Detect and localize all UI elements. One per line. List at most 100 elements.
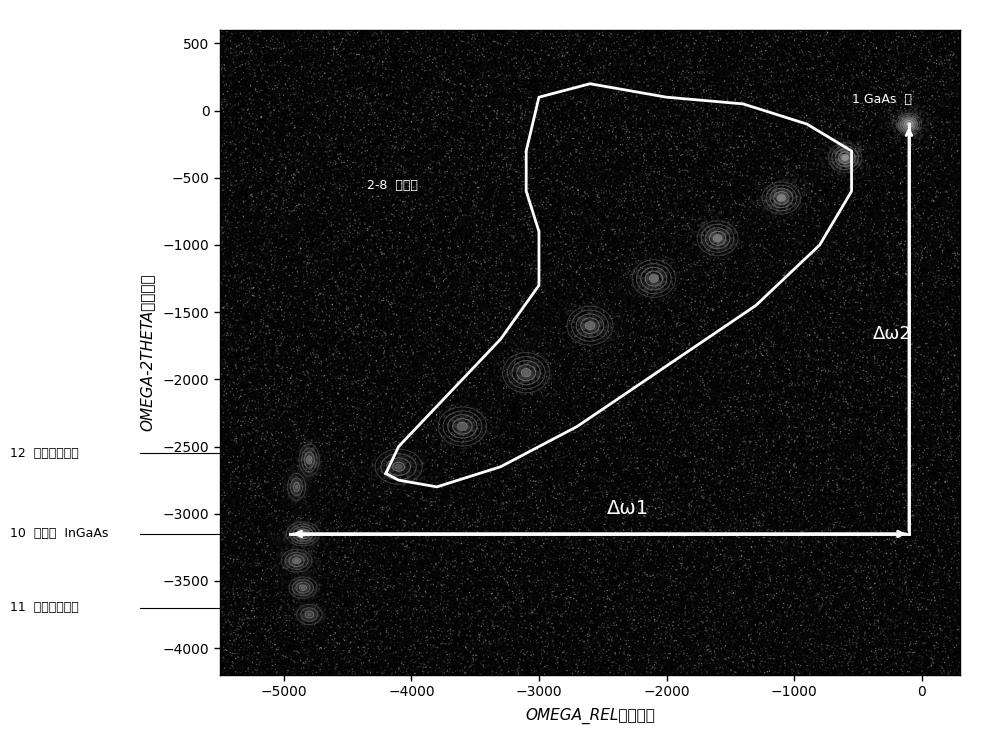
Point	[605, 202, 621, 214]
Point	[689, 568, 705, 580]
Point	[934, 192, 950, 204]
Point	[485, 446, 501, 458]
Point	[886, 317, 902, 329]
Point	[705, 634, 721, 646]
Point	[632, 517, 648, 529]
Point	[453, 164, 469, 176]
Point	[233, 390, 249, 402]
Point	[277, 152, 293, 164]
Point	[921, 506, 937, 518]
Point	[901, 528, 917, 540]
Point	[348, 301, 364, 313]
Point	[668, 385, 684, 397]
Point	[685, 245, 701, 257]
Point	[595, 182, 611, 194]
Point	[331, 238, 347, 250]
Point	[861, 637, 877, 649]
Point	[473, 294, 489, 306]
Point	[673, 41, 689, 53]
Point	[912, 500, 928, 512]
Point	[688, 230, 704, 242]
Point	[692, 491, 708, 503]
Point	[713, 222, 729, 234]
Point	[722, 612, 738, 624]
Point	[910, 362, 926, 374]
Point	[667, 502, 683, 514]
Point	[837, 107, 853, 119]
Point	[506, 566, 522, 578]
Point	[738, 134, 754, 146]
Point	[686, 356, 702, 368]
Point	[231, 227, 247, 239]
Point	[829, 147, 845, 159]
Point	[611, 164, 627, 176]
Point	[460, 659, 476, 671]
Point	[603, 503, 619, 515]
Point	[355, 160, 371, 172]
Point	[352, 559, 368, 571]
Point	[870, 229, 886, 241]
Point	[335, 573, 351, 585]
Point	[323, 185, 339, 197]
Point	[266, 599, 282, 611]
Point	[239, 326, 255, 338]
Point	[887, 309, 903, 321]
Point	[289, 399, 305, 411]
Point	[234, 206, 250, 218]
Point	[852, 496, 868, 508]
Point	[470, 439, 486, 451]
Point	[760, 570, 776, 582]
Point	[899, 256, 915, 268]
Point	[532, 170, 548, 182]
Point	[260, 301, 276, 313]
Point	[295, 590, 311, 602]
Point	[725, 581, 741, 593]
Point	[597, 598, 613, 610]
Point	[728, 561, 744, 573]
Point	[406, 116, 422, 128]
Point	[426, 60, 442, 72]
Point	[305, 492, 321, 504]
Point	[330, 252, 346, 264]
Point	[617, 349, 633, 361]
Point	[288, 628, 304, 640]
Point	[290, 542, 306, 554]
Point	[500, 488, 516, 500]
Point	[244, 298, 260, 310]
Point	[573, 294, 589, 306]
Point	[742, 37, 758, 49]
Point	[665, 592, 681, 604]
Point	[465, 481, 481, 493]
Point	[442, 370, 458, 382]
Point	[523, 282, 539, 294]
Point	[502, 184, 518, 196]
Point	[900, 140, 916, 152]
Point	[588, 662, 604, 674]
Point	[950, 515, 966, 527]
Point	[223, 652, 239, 664]
Point	[932, 490, 948, 502]
Point	[574, 560, 590, 572]
Point	[714, 100, 730, 112]
Point	[657, 272, 673, 284]
Point	[860, 376, 876, 388]
Point	[316, 262, 332, 274]
Point	[643, 148, 659, 160]
Point	[500, 104, 516, 116]
Point	[649, 46, 665, 58]
Point	[531, 284, 547, 296]
Point	[834, 444, 850, 456]
Point	[683, 223, 699, 235]
Point	[404, 106, 420, 118]
Point	[867, 374, 883, 386]
Point	[658, 380, 674, 392]
Point	[414, 267, 430, 279]
Point	[395, 440, 411, 452]
Point	[900, 255, 916, 267]
Point	[792, 196, 808, 208]
Point	[865, 505, 881, 517]
Point	[845, 252, 861, 264]
Point	[298, 24, 314, 36]
Point	[355, 156, 371, 168]
Point	[418, 641, 434, 653]
